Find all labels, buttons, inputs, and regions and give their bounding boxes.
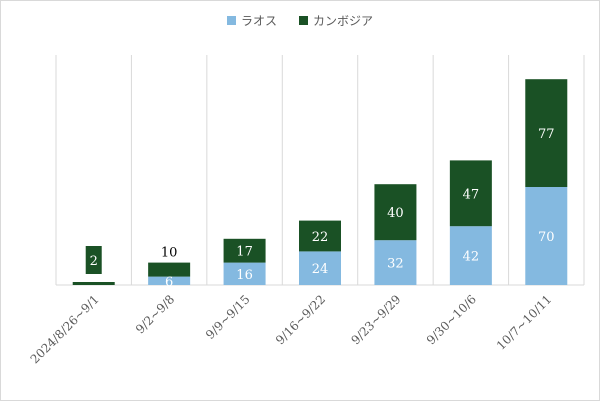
- bar-cambodia: [525, 79, 568, 187]
- data-label-box: [85, 246, 102, 274]
- data-label-laos: 42: [463, 250, 480, 265]
- bar-laos: [525, 187, 568, 285]
- data-label-cambodia: 22: [312, 230, 329, 245]
- legend-label-cambodia: カンボジア: [313, 14, 374, 28]
- bar-cambodia: [72, 282, 115, 285]
- x-tick-label: 9/9~9/15: [203, 292, 253, 342]
- data-label-laos: 24: [312, 262, 329, 277]
- legend-swatch-cambodia: [299, 16, 308, 25]
- data-label-laos: 32: [387, 257, 404, 272]
- bar-cambodia: [449, 160, 492, 227]
- data-label-cambodia: 47: [463, 187, 480, 202]
- bar-cambodia: [148, 262, 191, 277]
- x-tick-label: 2024/8/26~9/1: [28, 292, 102, 366]
- bar-cambodia: [374, 184, 417, 241]
- bar-laos: [299, 251, 341, 285]
- data-label-cambodia: 10: [161, 246, 178, 261]
- x-tick-label: 9/16~9/22: [273, 292, 328, 347]
- legend: ラオス カンボジア: [0, 12, 600, 29]
- data-label-laos: 6: [165, 275, 173, 290]
- bar-laos: [449, 226, 492, 285]
- data-label-cambodia: 40: [387, 206, 404, 221]
- x-tick-label: 9/23~9/29: [348, 292, 403, 347]
- x-tick-label: 9/30~10/6: [424, 292, 479, 347]
- bar-laos: [148, 276, 191, 285]
- x-tick-label: 10/7~10/11: [494, 292, 555, 353]
- bar-cambodia: [223, 238, 266, 263]
- data-label-cambodia: 2: [90, 254, 98, 269]
- legend-label-laos: ラオス: [240, 14, 277, 28]
- data-label-laos: 16: [236, 268, 253, 283]
- x-tick-label: 9/2~9/8: [133, 292, 177, 336]
- bar-cambodia: [299, 220, 341, 252]
- data-label-cambodia: 77: [538, 127, 555, 142]
- data-label-laos: 70: [538, 230, 555, 245]
- legend-swatch-laos: [226, 16, 236, 25]
- data-label-cambodia: 17: [236, 245, 253, 260]
- bar-laos: [223, 262, 266, 285]
- bar-laos: [374, 240, 417, 285]
- legend-item-laos: ラオス: [226, 12, 277, 29]
- legend-item-cambodia: カンボジア: [299, 12, 373, 29]
